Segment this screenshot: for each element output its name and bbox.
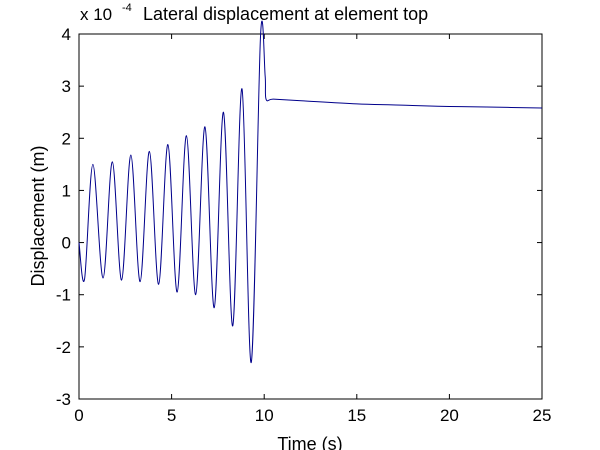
x-tick-label: 0 — [74, 406, 83, 425]
y-tick-label: 1 — [62, 181, 71, 200]
y-axis-title: Displacement (m) — [28, 145, 48, 286]
chart-title: Lateral displacement at element top — [143, 4, 428, 24]
x-axis-title: Time (s) — [277, 434, 342, 450]
series-line — [78, 20, 543, 364]
y-tick-label: 4 — [62, 25, 71, 44]
x-tick-label: 25 — [533, 406, 552, 425]
y-multiplier-base: x 10 — [80, 5, 112, 24]
y-tick-label: 2 — [62, 129, 71, 148]
x-tick-label: 20 — [440, 406, 459, 425]
y-tick-label: -3 — [56, 390, 71, 409]
plot-area — [78, 33, 543, 400]
y-tick-label: 3 — [62, 77, 71, 96]
y-multiplier-exponent: -4 — [122, 2, 132, 14]
x-tick-label: 15 — [347, 406, 366, 425]
y-tick-label: -1 — [56, 286, 71, 305]
x-tick-label: 5 — [167, 406, 176, 425]
x-tick-label: 10 — [255, 406, 274, 425]
y-tick-label: -2 — [56, 338, 71, 357]
y-tick-label: 0 — [62, 234, 71, 253]
